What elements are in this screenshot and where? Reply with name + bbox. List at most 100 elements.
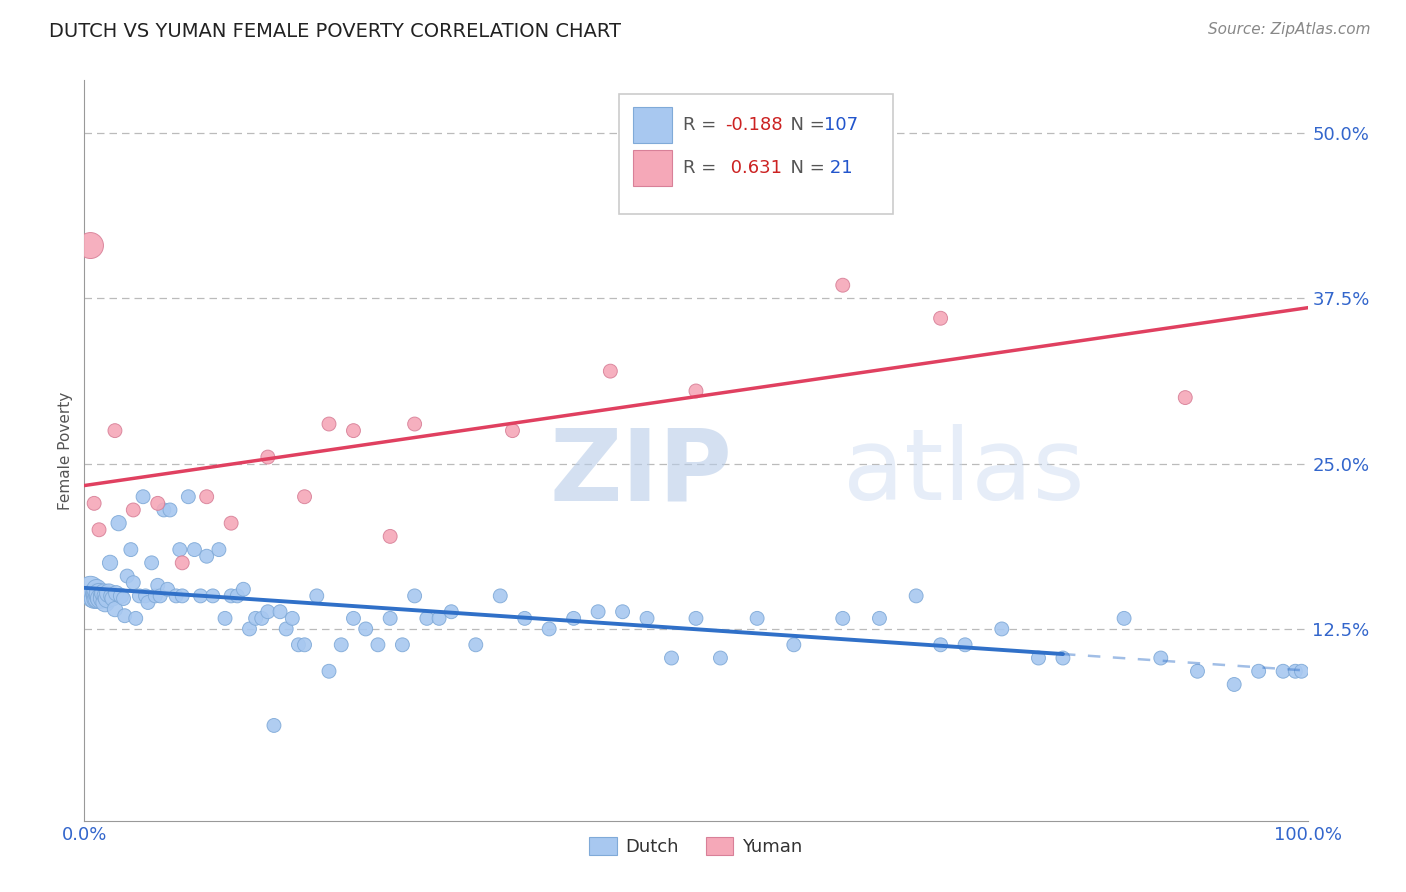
Point bbox=[489, 589, 512, 603]
Point bbox=[305, 589, 328, 603]
Point bbox=[250, 611, 273, 625]
Point bbox=[208, 542, 231, 557]
Point bbox=[1272, 665, 1295, 679]
Point bbox=[149, 589, 172, 603]
Point bbox=[226, 589, 249, 603]
Point bbox=[146, 578, 169, 592]
Point bbox=[263, 718, 285, 732]
Legend: Dutch, Yuman: Dutch, Yuman bbox=[582, 830, 810, 863]
Point bbox=[1284, 665, 1306, 679]
Point bbox=[94, 595, 117, 609]
Point bbox=[169, 542, 191, 557]
Point bbox=[177, 490, 200, 504]
Point bbox=[905, 589, 928, 603]
Point bbox=[83, 496, 105, 510]
Point bbox=[101, 591, 124, 606]
Text: 107: 107 bbox=[824, 116, 858, 134]
Point bbox=[318, 417, 340, 431]
Point bbox=[232, 582, 254, 597]
Point bbox=[96, 589, 118, 603]
Point bbox=[172, 556, 194, 570]
Point bbox=[91, 589, 114, 603]
Point bbox=[783, 638, 806, 652]
Point bbox=[929, 311, 952, 326]
Point bbox=[79, 238, 101, 252]
Point bbox=[1291, 665, 1313, 679]
Point bbox=[110, 589, 132, 603]
Point bbox=[1223, 677, 1246, 691]
Point bbox=[114, 608, 136, 623]
Point bbox=[991, 622, 1014, 636]
Point bbox=[98, 556, 121, 570]
Point bbox=[464, 638, 486, 652]
Point bbox=[538, 622, 561, 636]
Point bbox=[294, 490, 316, 504]
Point bbox=[195, 490, 218, 504]
Point bbox=[747, 611, 769, 625]
Point bbox=[87, 589, 110, 603]
Point bbox=[380, 611, 402, 625]
Point bbox=[709, 651, 731, 665]
Text: ZIP: ZIP bbox=[550, 425, 733, 521]
Point bbox=[201, 589, 224, 603]
Point bbox=[107, 516, 129, 531]
Point bbox=[132, 490, 155, 504]
Point bbox=[100, 589, 122, 603]
Point bbox=[636, 611, 658, 625]
Point bbox=[1247, 665, 1270, 679]
Point bbox=[214, 611, 236, 625]
Point bbox=[143, 589, 166, 603]
Point bbox=[318, 665, 340, 679]
Point bbox=[89, 591, 111, 606]
Point bbox=[599, 364, 621, 378]
Point bbox=[416, 611, 439, 625]
Point bbox=[1174, 391, 1197, 405]
Point bbox=[294, 638, 316, 652]
Point bbox=[82, 589, 104, 603]
Point bbox=[1052, 651, 1074, 665]
Point bbox=[685, 611, 707, 625]
Point bbox=[427, 611, 450, 625]
Point bbox=[83, 591, 105, 606]
Point bbox=[172, 589, 194, 603]
Point bbox=[91, 591, 114, 606]
Point bbox=[404, 589, 426, 603]
Point bbox=[257, 450, 280, 464]
Point bbox=[115, 569, 138, 583]
Text: N =: N = bbox=[779, 116, 831, 134]
Point bbox=[165, 589, 187, 603]
Text: 21: 21 bbox=[824, 159, 852, 177]
Point bbox=[953, 638, 976, 652]
Point bbox=[122, 503, 145, 517]
Text: N =: N = bbox=[779, 159, 831, 177]
Point bbox=[404, 417, 426, 431]
Point bbox=[245, 611, 267, 625]
Point bbox=[330, 638, 353, 652]
Point bbox=[661, 651, 683, 665]
Point bbox=[97, 586, 120, 600]
Point bbox=[104, 602, 127, 616]
Point bbox=[153, 503, 176, 517]
Point bbox=[86, 589, 108, 603]
Point bbox=[87, 586, 110, 600]
Point bbox=[502, 424, 524, 438]
Point bbox=[1150, 651, 1173, 665]
Point bbox=[86, 586, 108, 600]
Point bbox=[135, 589, 157, 603]
Point bbox=[219, 516, 242, 531]
Point bbox=[156, 582, 179, 597]
Point bbox=[1187, 665, 1209, 679]
Point bbox=[586, 605, 609, 619]
Text: atlas: atlas bbox=[842, 425, 1084, 521]
Point bbox=[1028, 651, 1050, 665]
Point bbox=[125, 611, 148, 625]
Point bbox=[612, 605, 634, 619]
Point bbox=[122, 575, 145, 590]
Point bbox=[128, 589, 150, 603]
Point bbox=[929, 638, 952, 652]
Point bbox=[87, 591, 110, 606]
Point bbox=[281, 611, 304, 625]
Point bbox=[276, 622, 298, 636]
Point bbox=[141, 556, 163, 570]
Point bbox=[105, 586, 128, 600]
